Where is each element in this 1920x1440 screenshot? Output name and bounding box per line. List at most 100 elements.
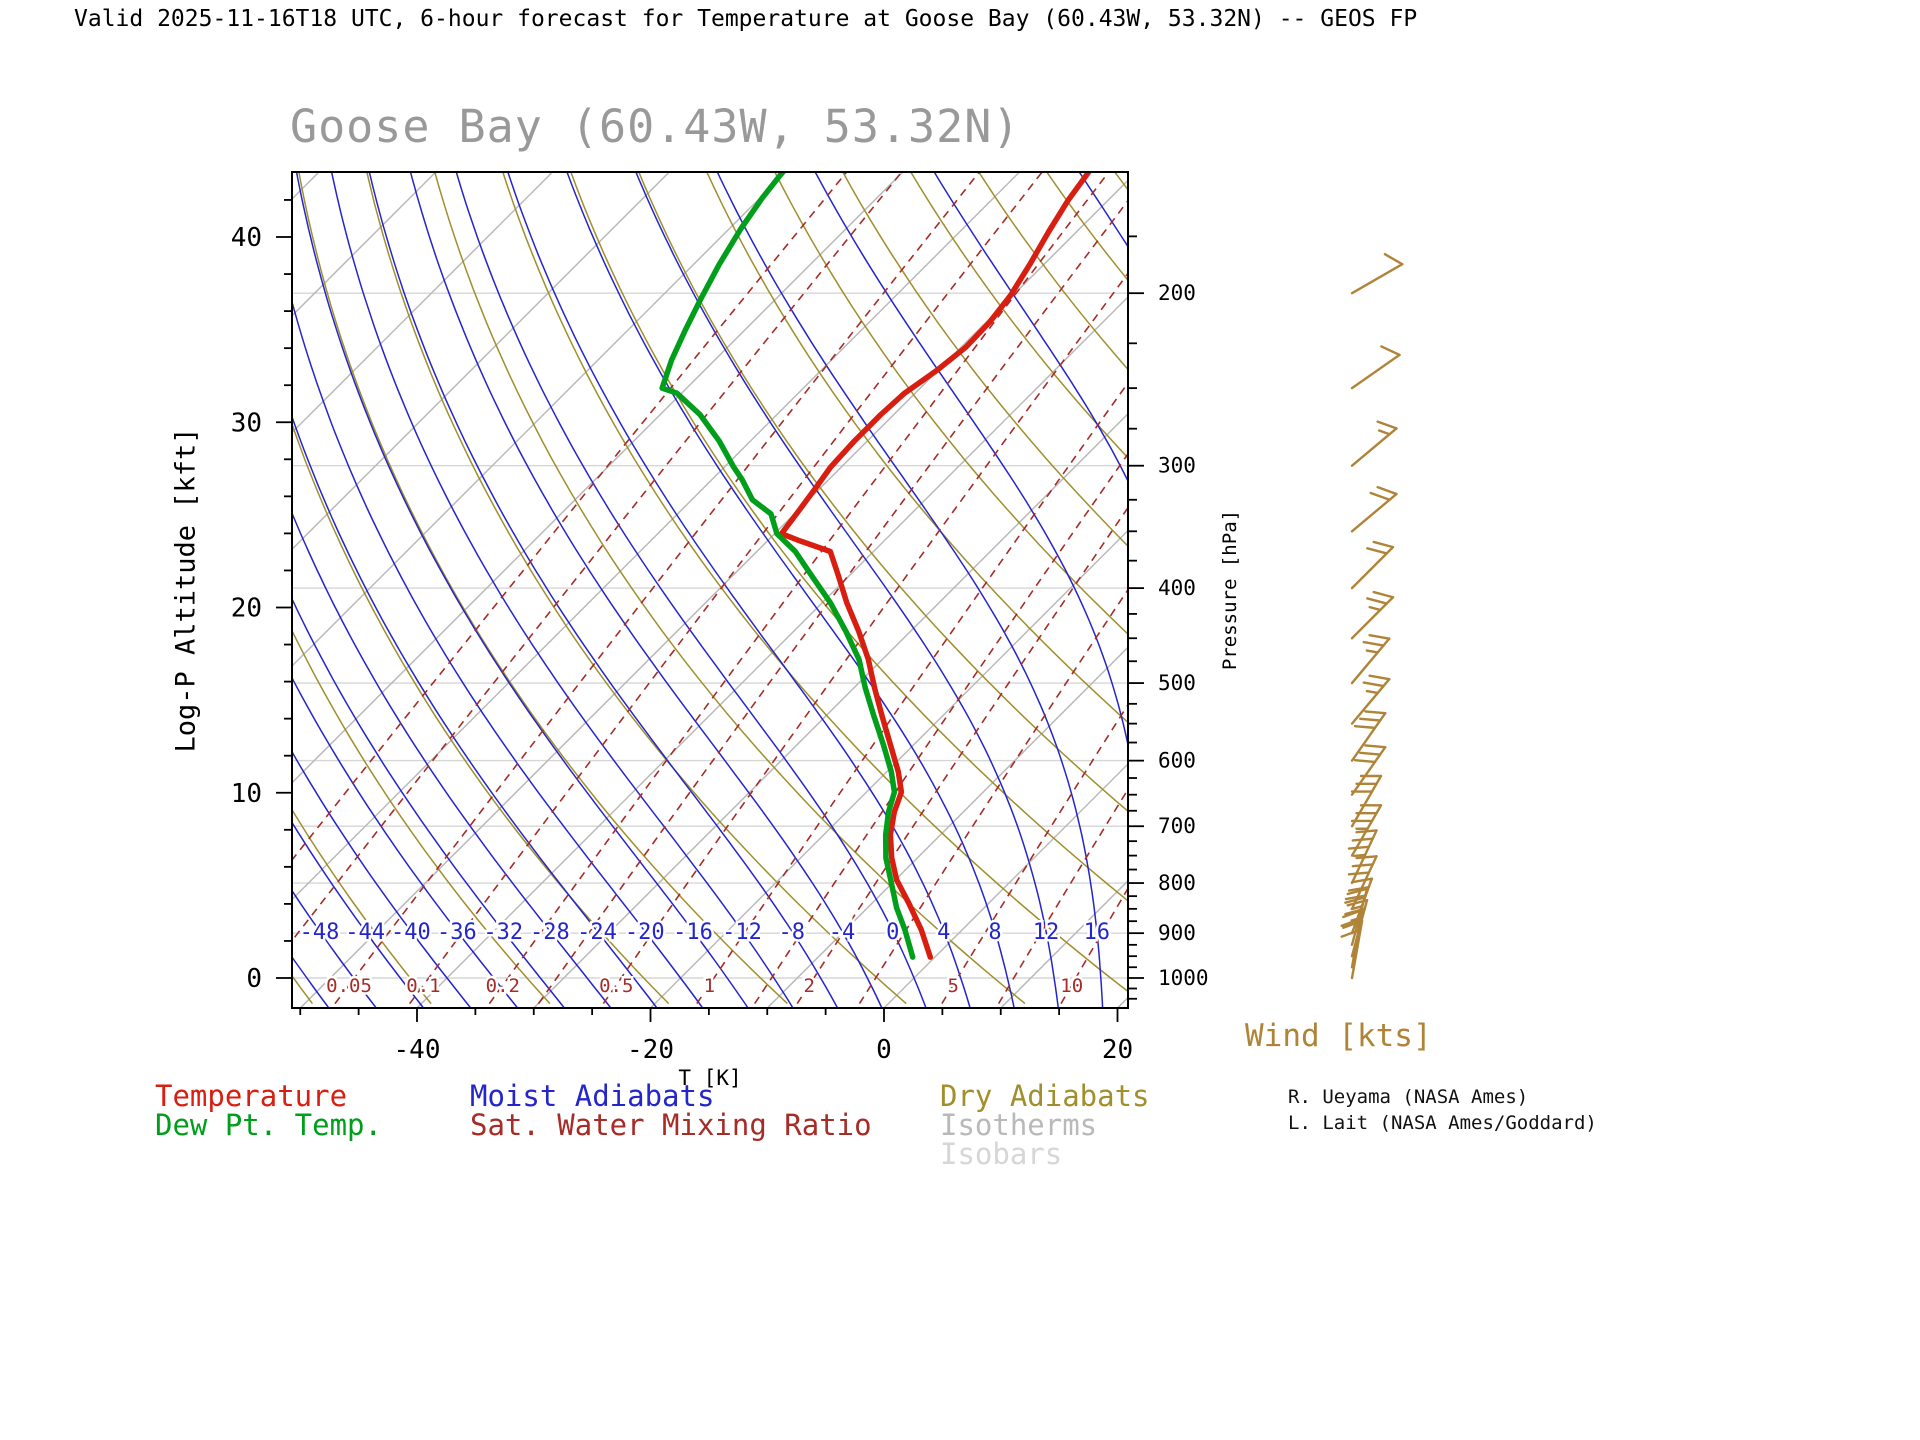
dry-adiabat-line bbox=[773, 172, 1128, 636]
validity-header: Valid 2025-11-16T18 UTC, 6-hour forecast… bbox=[74, 6, 1418, 32]
wind-barb-full bbox=[1340, 917, 1362, 928]
credit-line-2: L. Lait (NASA Ames/Goddard) bbox=[1288, 1112, 1597, 1134]
moist-adiabat-line bbox=[292, 821, 425, 1008]
mixing-ratio-line bbox=[796, 506, 1128, 1005]
pressure-tick-label: 700 bbox=[1158, 814, 1196, 838]
dry-adiabat-line bbox=[1302, 153, 1920, 1004]
isotherm-line bbox=[292, 172, 670, 551]
altitude-tick-label: 0 bbox=[246, 964, 262, 994]
moist-adiabat-line bbox=[292, 414, 658, 1008]
isotherm-line bbox=[292, 172, 320, 201]
mixing-ratio-line bbox=[1060, 886, 1128, 1004]
wind-barb-full bbox=[1372, 540, 1395, 549]
mixing-ratio-value-label: 10 bbox=[1060, 975, 1083, 997]
moist-adiabat-line bbox=[292, 299, 704, 1008]
dry-adiabat-line bbox=[1369, 153, 1920, 1004]
moist-adiabat-line bbox=[933, 172, 1128, 483]
legend-moist-adiabats: Moist Adiabats bbox=[470, 1079, 715, 1113]
temperature-tick-label: 20 bbox=[1102, 1035, 1133, 1065]
dewpoint-trace bbox=[659, 172, 916, 960]
isotherm-line bbox=[533, 412, 1128, 1008]
isotherm-line bbox=[883, 762, 1128, 1008]
dry-adiabat-line bbox=[433, 172, 1026, 1005]
moist-adiabat-value-label: 0 bbox=[886, 920, 899, 945]
altitude-tick-label: 30 bbox=[231, 408, 262, 438]
wind-barb-full bbox=[1376, 485, 1398, 496]
moist-adiabat-line bbox=[330, 172, 794, 1008]
moist-adiabat-line bbox=[292, 750, 472, 1008]
credit-line-1: R. Ueyama (NASA Ames) bbox=[1288, 1086, 1529, 1108]
wind-barb-full bbox=[1353, 758, 1377, 764]
wind-barb-full bbox=[1347, 845, 1371, 850]
wind-barb-full bbox=[1358, 751, 1382, 756]
altitude-tick-label: 20 bbox=[231, 594, 262, 624]
x-axis-label-temperature: T [K] bbox=[678, 1066, 742, 1090]
dry-adiabat-line bbox=[705, 172, 1128, 724]
mixing-ratio-line bbox=[1189, 153, 1690, 1004]
wind-barb-column bbox=[1340, 252, 1404, 980]
isotherm-line bbox=[292, 172, 904, 784]
wind-barb-half bbox=[1377, 429, 1391, 436]
plot-border bbox=[291, 171, 1129, 1009]
pressure-tick-label: 500 bbox=[1158, 671, 1196, 695]
plot-grid bbox=[0, 153, 1920, 1008]
wind-barb-full bbox=[1355, 855, 1378, 860]
wind-barb-full bbox=[1362, 681, 1385, 688]
wind-barb-full bbox=[1358, 717, 1382, 722]
wind-barb-full bbox=[1362, 640, 1385, 647]
wind-barb-full bbox=[1368, 674, 1391, 681]
isotherm-line bbox=[292, 172, 554, 434]
pressure-tick-label: 1000 bbox=[1158, 966, 1209, 990]
mixing-ratio-line bbox=[488, 172, 1110, 1005]
wind-barb-full bbox=[1353, 724, 1377, 730]
legend-dewpoint: Dew Pt. Temp. bbox=[155, 1108, 382, 1142]
legend-temperature: Temperature bbox=[155, 1079, 348, 1113]
moist-adiabat-value-label: -36 bbox=[437, 920, 477, 945]
wind-barb-half bbox=[1352, 853, 1367, 858]
wind-barb-full bbox=[1350, 877, 1374, 884]
axis-ticks bbox=[276, 199, 1144, 1022]
y-axis-label-altitude: Log-P Altitude [kft] bbox=[170, 427, 202, 753]
moist-adiabat-line bbox=[292, 511, 612, 1008]
mixing-ratio-value-label: 0.1 bbox=[406, 975, 440, 997]
altitude-tick-label: 40 bbox=[231, 223, 262, 253]
isotherm-line bbox=[1000, 879, 1128, 1008]
dry-adiabat-line bbox=[292, 422, 670, 1005]
wind-barb-staff bbox=[1350, 262, 1404, 295]
wind-barb-full bbox=[1346, 887, 1369, 896]
wind-barb-half bbox=[1368, 605, 1382, 612]
wind-barb-full bbox=[1344, 894, 1367, 901]
wind-barb-full bbox=[1372, 590, 1395, 599]
wind-barb-full bbox=[1342, 919, 1364, 929]
moist-adiabat-line bbox=[716, 172, 1104, 1008]
mixing-ratio-line bbox=[858, 588, 1128, 1005]
moist-adiabat-line bbox=[409, 172, 883, 1008]
moist-adiabat-line bbox=[292, 889, 378, 1008]
temperature-tick-label: 0 bbox=[876, 1035, 892, 1065]
pressure-tick-label: 600 bbox=[1158, 749, 1196, 773]
chart-title: Goose Bay (60.43W, 53.32N) bbox=[290, 100, 1021, 153]
mixing-ratio-line bbox=[409, 172, 1044, 1005]
dry-adiabat-line bbox=[292, 808, 432, 1005]
mixing-ratio-value-label: 0.2 bbox=[486, 975, 520, 997]
isotherm-line bbox=[649, 529, 1128, 1008]
moist-adiabat-value-label: -20 bbox=[625, 920, 665, 945]
mixing-ratio-line bbox=[292, 172, 903, 942]
pressure-tick-label: 300 bbox=[1158, 454, 1196, 478]
mixing-ratio-line bbox=[1267, 153, 1752, 1004]
wind-units-label: Wind [kts] bbox=[1245, 1018, 1432, 1054]
dry-adiabat-line bbox=[502, 172, 1128, 993]
pressure-tick-label: 200 bbox=[1158, 281, 1196, 305]
moist-adiabat-value-label: -40 bbox=[391, 920, 431, 945]
moist-adiabat-value-label: 12 bbox=[1033, 920, 1060, 945]
isotherm-line bbox=[766, 646, 1128, 1008]
moist-adiabat-line bbox=[507, 172, 971, 1008]
isotherm-line bbox=[1234, 172, 1920, 1008]
moist-adiabat-value-label: 4 bbox=[937, 920, 950, 945]
moist-adiabat-value-label: 8 bbox=[988, 920, 1001, 945]
dry-adiabat-line bbox=[0, 153, 194, 1004]
dry-adiabat-line bbox=[570, 172, 1128, 902]
wind-barb-full bbox=[1347, 871, 1371, 876]
wind-barb-full bbox=[1376, 420, 1398, 430]
legend-isobars: Isobars bbox=[940, 1137, 1063, 1171]
